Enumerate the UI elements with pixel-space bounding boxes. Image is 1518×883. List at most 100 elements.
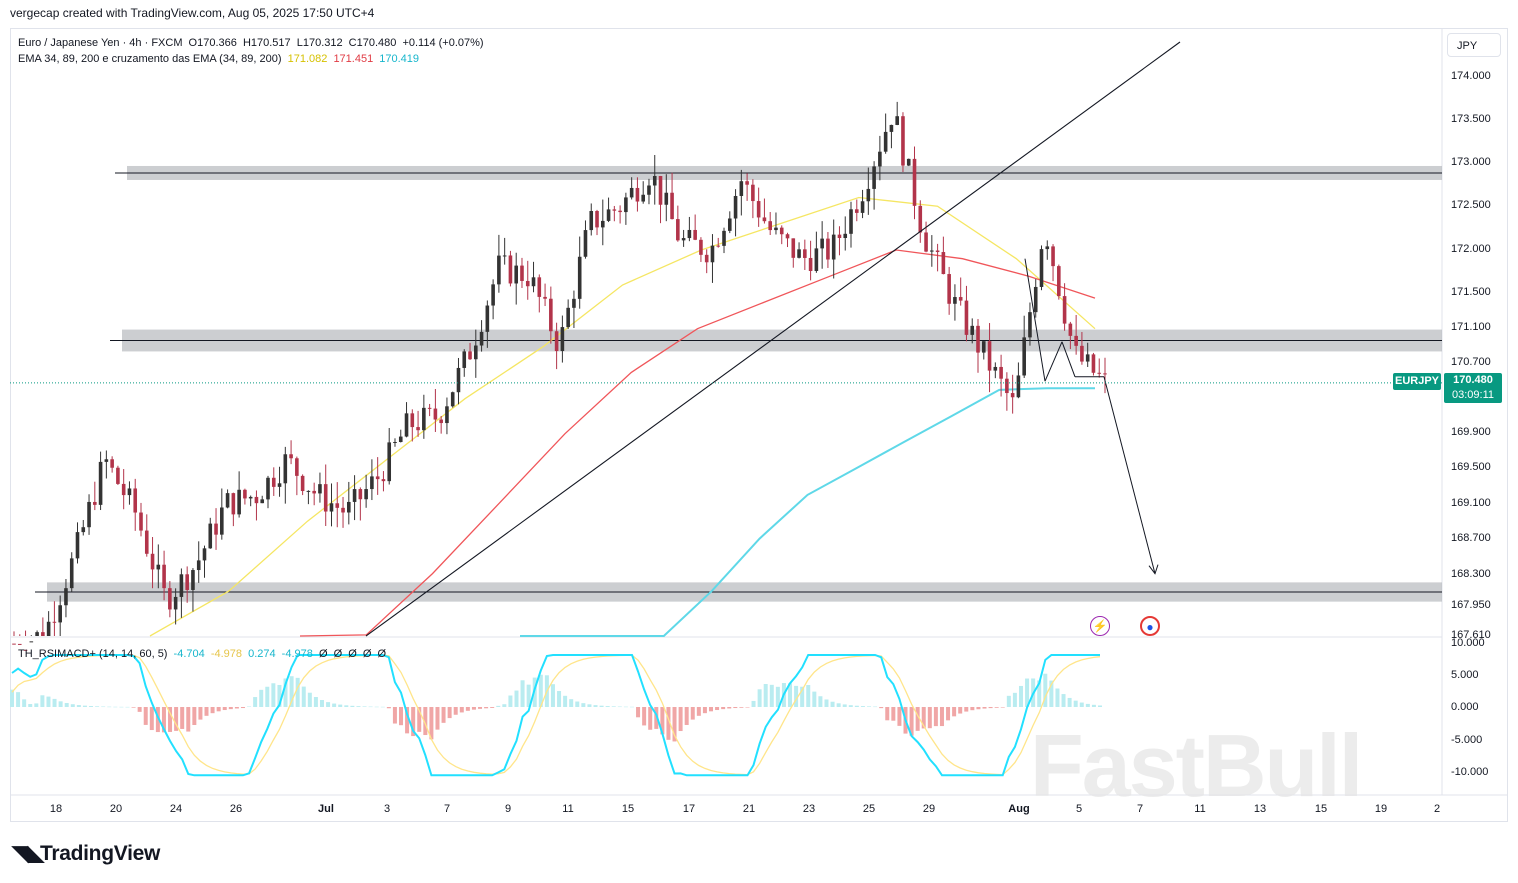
- histogram-bar: [405, 707, 410, 734]
- candle-body: [479, 331, 484, 346]
- candle-body: [566, 307, 570, 328]
- histogram-bar: [988, 707, 993, 709]
- candle-body: [606, 209, 611, 221]
- ohlc-close: C170.480: [348, 37, 397, 49]
- candle-body: [1085, 354, 1090, 362]
- candle-body: [525, 280, 530, 287]
- histogram-bar: [769, 684, 774, 707]
- candle-body: [739, 181, 744, 196]
- histogram-bar: [879, 707, 884, 709]
- histogram-bar: [399, 707, 404, 726]
- projection-leg-1: [1024, 258, 1046, 382]
- candle-body: [387, 442, 392, 482]
- candle-body: [930, 250, 934, 252]
- candle-body: [554, 331, 559, 352]
- histogram-bar: [757, 689, 762, 707]
- histogram-bar: [587, 704, 592, 707]
- candle-body: [768, 221, 772, 231]
- histogram-bar: [1079, 702, 1084, 707]
- indicator-tick: 0.000: [1451, 701, 1479, 713]
- histogram-bar: [332, 703, 337, 707]
- candle-body: [958, 297, 963, 301]
- candle-body: [104, 459, 109, 462]
- histogram-bar: [915, 707, 920, 731]
- candle-body: [502, 255, 507, 257]
- currency-button[interactable]: JPY: [1447, 33, 1501, 57]
- candle-body: [981, 341, 986, 353]
- histogram-bar: [478, 707, 483, 709]
- indicator-value-5: Ø: [318, 648, 328, 660]
- candle-body: [595, 210, 599, 228]
- ohlc-low: L170.312: [296, 37, 343, 49]
- candle-body: [375, 476, 380, 480]
- histogram-bar: [131, 707, 136, 708]
- histogram-bar: [629, 706, 634, 708]
- candle-body: [658, 176, 663, 205]
- chart-header: vergecap created with TradingView.com, A…: [10, 6, 375, 20]
- histogram-bar: [356, 706, 361, 707]
- candle-body: [901, 116, 905, 166]
- candle-body: [1022, 337, 1026, 376]
- candle-body: [618, 210, 622, 213]
- time-tick: 20: [109, 803, 123, 815]
- candle-body: [306, 490, 311, 492]
- histogram-bar: [958, 707, 963, 714]
- histogram-bar: [952, 707, 957, 717]
- price-tick: 172.000: [1451, 243, 1491, 255]
- histogram-bar: [563, 695, 568, 707]
- price-tick: 167.610: [1451, 629, 1491, 641]
- indicator-value-2: -4.978: [210, 648, 243, 660]
- candle-body: [577, 256, 582, 299]
- candle-body: [647, 185, 651, 195]
- candle-body: [69, 558, 74, 589]
- candle-body: [699, 239, 703, 255]
- histogram-bar: [970, 707, 975, 711]
- projection-leg-3: [1061, 341, 1076, 377]
- histogram-bar: [295, 677, 300, 707]
- candle-body: [560, 327, 565, 352]
- candle-body: [422, 407, 426, 431]
- histogram-bar: [380, 706, 385, 708]
- histogram-bar: [149, 707, 154, 731]
- candle-body: [912, 158, 917, 206]
- histogram-bar: [1055, 688, 1060, 707]
- histogram-bar: [1061, 694, 1066, 707]
- indicator-legend: TH_RSIMACD+ (14, 14, 60, 5) -4.704 -4.97…: [18, 647, 386, 661]
- candle-body: [999, 366, 1003, 379]
- histogram-bar: [727, 707, 732, 709]
- histogram-bar: [982, 707, 987, 709]
- histogram-bar: [514, 690, 519, 707]
- candle-body: [283, 454, 288, 484]
- candle-body: [139, 512, 143, 531]
- candle-body: [1062, 296, 1067, 324]
- candle-body: [185, 574, 189, 590]
- histogram-bar: [168, 707, 173, 732]
- candle-body: [347, 501, 351, 513]
- candle-body: [23, 649, 28, 651]
- calendar-event-icon[interactable]: ●: [1140, 616, 1160, 636]
- candle-body: [214, 523, 218, 535]
- candle-body: [75, 532, 80, 559]
- candle-body: [456, 367, 461, 393]
- histogram-bar: [198, 707, 203, 720]
- histogram-bar: [830, 701, 835, 707]
- candle-body: [150, 553, 155, 570]
- time-tick: 13: [1253, 803, 1267, 815]
- histogram-bar: [654, 707, 659, 729]
- ema89-value: 171.451: [333, 53, 374, 65]
- candle-body: [733, 195, 738, 219]
- candle-body: [831, 234, 836, 260]
- candle-body: [895, 116, 899, 125]
- histogram-bar: [301, 686, 306, 707]
- histogram-bar: [441, 707, 446, 723]
- lightning-icon[interactable]: ⚡: [1090, 616, 1110, 636]
- candle-body: [687, 229, 692, 239]
- candle-body: [404, 413, 409, 437]
- histogram-bar: [1067, 697, 1072, 707]
- tradingview-logo[interactable]: ◥◣TradingView: [12, 841, 160, 866]
- candle-body: [664, 192, 669, 205]
- histogram-bar: [265, 686, 270, 707]
- candle-body: [583, 230, 588, 257]
- price-tick: 171.500: [1451, 286, 1491, 298]
